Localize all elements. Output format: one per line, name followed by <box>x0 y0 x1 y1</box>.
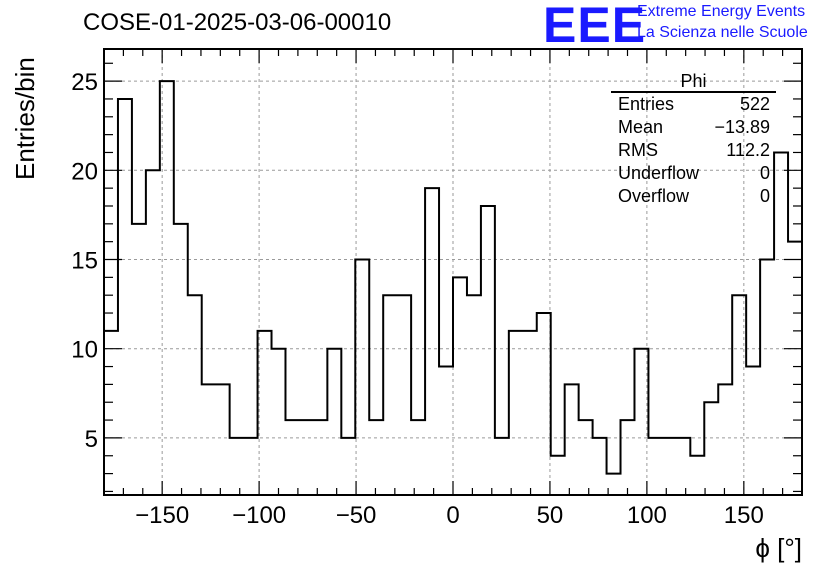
stats-row-overflow: Overflow 0 <box>611 185 776 208</box>
stats-box: Phi Entries 522 Mean −13.89 RMS 112.2 Un… <box>611 72 776 208</box>
stats-title: Phi <box>611 72 776 93</box>
stats-value: 0 <box>759 186 770 206</box>
y-tick-label: 15 <box>71 248 98 275</box>
grid-lines <box>104 49 802 495</box>
y-axis-label: Entries/bin <box>10 57 40 180</box>
stats-label: Underflow <box>618 163 700 183</box>
y-tick-label: 25 <box>71 69 98 96</box>
stats-row-rms: RMS 112.2 <box>611 139 776 162</box>
stats-label: Overflow <box>618 186 690 206</box>
y-tick-label: 20 <box>71 158 98 185</box>
x-tick-label: 150 <box>724 502 764 529</box>
chart-title: COSE-01-2025-03-06-00010 <box>83 9 392 36</box>
stats-row-mean: Mean −13.89 <box>611 116 776 139</box>
plot-frame <box>103 48 803 496</box>
stats-value: 522 <box>739 94 770 114</box>
stats-value: 0 <box>759 163 770 183</box>
eee-logo: EEE <box>543 0 647 53</box>
stats-label: Mean <box>618 117 664 137</box>
x-axis-label: ϕ [°] <box>755 533 802 563</box>
x-tick-label: −100 <box>232 502 286 529</box>
x-tick-label: 50 <box>537 502 564 529</box>
histogram-series <box>103 80 803 495</box>
x-tick-label: 100 <box>627 502 667 529</box>
y-tick-labels: 5 10 15 20 25 <box>71 69 98 453</box>
y-axis-label-wrap: Entries/bin <box>6 57 40 320</box>
y-tick-label: 5 <box>85 426 98 453</box>
logo-subtitle-1: Extreme Energy Events <box>637 3 806 20</box>
x-tick-label: −50 <box>336 502 377 529</box>
x-tick-label: 0 <box>446 502 459 529</box>
x-tick-label: −150 <box>135 502 189 529</box>
axis-ticks <box>104 49 802 495</box>
x-tick-labels: −150 −100 −50 0 50 100 150 <box>135 502 764 529</box>
stats-label: RMS <box>618 140 658 160</box>
logo-subtitle-2: La Scienza nelle Scuole <box>637 24 808 41</box>
stats-value: −13.89 <box>714 117 770 137</box>
stats-row-underflow: Underflow 0 <box>611 162 776 185</box>
stats-row-entries: Entries 522 <box>611 93 776 116</box>
stats-label: Entries <box>618 94 675 114</box>
stats-value: 112.2 <box>726 140 770 160</box>
y-tick-label: 10 <box>71 337 98 364</box>
